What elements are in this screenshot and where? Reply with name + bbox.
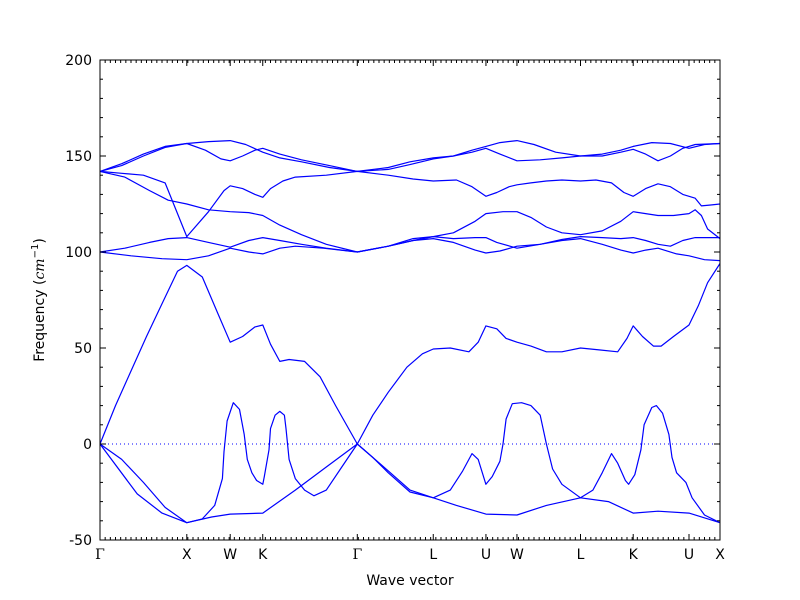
band-line-9 xyxy=(99,140,721,172)
y-tick-label: 50 xyxy=(74,341,92,357)
x-tick-label-6: U xyxy=(481,547,491,563)
band-line-4 xyxy=(99,238,721,262)
band-line-8 xyxy=(99,142,721,172)
x-tick-label-11: X xyxy=(715,547,725,563)
x-tick-label-10: U xyxy=(684,547,694,563)
y-axis-ticks: -50 0 50 100 150 200 xyxy=(65,53,720,549)
y-axis-label: Frequency (cm−1) xyxy=(30,238,48,362)
y-axis-label-unit: cm xyxy=(32,258,48,279)
y-tick-label: 150 xyxy=(65,149,92,165)
y-tick-label: 100 xyxy=(65,245,92,261)
band-line-7 xyxy=(99,170,721,238)
x-tick-label-0: Γ xyxy=(95,547,105,563)
band-line-5 xyxy=(99,236,720,253)
x-tick-label-1: X xyxy=(182,547,192,563)
x-tick-label-3: K xyxy=(258,547,268,563)
band-line-2 xyxy=(99,402,721,524)
x-tick-label-4: Γ xyxy=(352,547,362,563)
band-line-6 xyxy=(99,170,721,253)
x-tick-label-7: W xyxy=(510,547,524,563)
x-axis-label: Wave vector xyxy=(366,573,454,589)
band-lines xyxy=(99,140,721,524)
y-tick-label: -50 xyxy=(69,533,92,549)
band-line-1 xyxy=(99,443,721,524)
y-axis-label-exponent: −1 xyxy=(30,244,41,259)
x-tick-label-2: W xyxy=(223,547,237,563)
x-tick-label-9: K xyxy=(629,547,639,563)
plot-background xyxy=(100,60,720,540)
plot-frame xyxy=(99,59,721,541)
y-tick-label: 0 xyxy=(83,437,92,453)
band-line-3 xyxy=(99,263,721,445)
y-axis-label-text: Frequency ( xyxy=(32,280,48,362)
x-tick-label-8: L xyxy=(577,547,585,563)
y-axis-label-close: ) xyxy=(32,238,48,243)
x-tick-label-5: L xyxy=(429,547,437,563)
y-tick-label: 200 xyxy=(65,53,92,69)
